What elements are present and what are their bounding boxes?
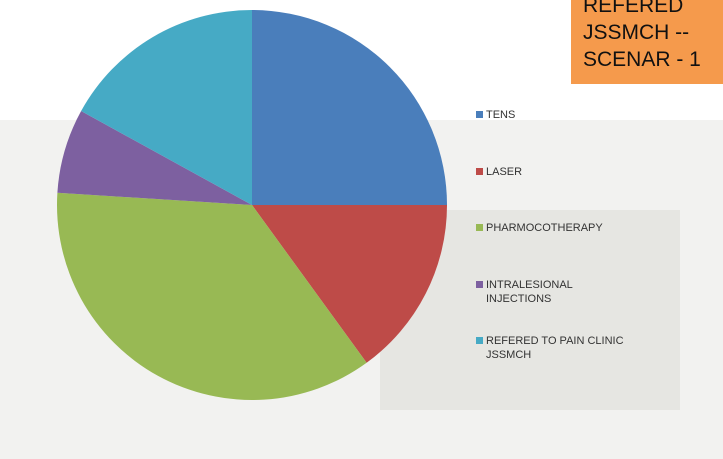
- pie-slice: [252, 10, 447, 205]
- annotation-line: REFERED: [583, 0, 723, 19]
- legend-swatch: [476, 168, 483, 175]
- legend-item: REFERED TO PAIN CLINIC JSSMCH: [476, 334, 626, 362]
- legend-swatch: [476, 224, 483, 231]
- annotation-line: JSSMCH --: [583, 19, 723, 46]
- legend-label: REFERED TO PAIN CLINIC JSSMCH: [486, 335, 624, 361]
- legend-item: PHARMOCOTHERAPY: [476, 221, 626, 235]
- legend-item: TENS: [476, 108, 626, 122]
- legend-label: INTRALESIONAL INJECTIONS: [486, 279, 572, 305]
- legend-swatch: [476, 281, 483, 288]
- legend-label: PHARMOCOTHERAPY: [486, 222, 603, 234]
- legend-label: TENS: [486, 109, 515, 121]
- slide: TENS LASER PHARMOCOTHERAPY INTRALESIONAL IN…: [0, 0, 723, 459]
- annotation-line: SCENAR - 1: [583, 46, 723, 73]
- legend-swatch: [476, 337, 483, 344]
- legend-item: INTRALESIONAL INJECTIONS: [476, 278, 626, 306]
- legend-swatch: [476, 111, 483, 118]
- legend-item: LASER: [476, 165, 626, 179]
- legend-label: LASER: [486, 166, 522, 178]
